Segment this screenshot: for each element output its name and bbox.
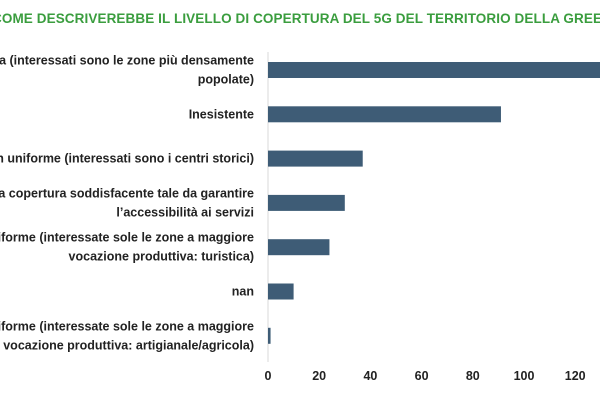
category-label: Non uniforme (interessate sole le zone a… <box>0 319 254 352</box>
category-label: Buona (interessati sono le zone più dens… <box>0 54 254 87</box>
bar <box>268 62 600 78</box>
x-tick-label: 60 <box>415 369 429 383</box>
category-label: Non uniforme (interessate sole le zone a… <box>0 231 254 264</box>
bar <box>268 283 294 300</box>
bar <box>268 327 271 344</box>
category-label: nan <box>232 285 254 299</box>
chart-title: COME DESCRIVEREBBE IL LIVELLO DI COPERTU… <box>0 11 600 26</box>
x-tick-label: 20 <box>312 369 326 383</box>
x-tick-label: 100 <box>514 369 535 383</box>
category-label: Non uniforme (interessati sono i centri … <box>0 152 254 166</box>
bar <box>268 106 501 123</box>
category-label: Buona copertura soddisfacente tale da ga… <box>0 186 254 219</box>
x-tick-label: 80 <box>466 369 480 383</box>
bar <box>268 239 330 256</box>
x-tick-label: 40 <box>363 369 377 383</box>
category-label: Inesistente <box>189 107 254 121</box>
bar <box>268 194 345 211</box>
x-tick-label: 0 <box>265 369 272 383</box>
bar <box>268 150 363 167</box>
x-tick-label: 120 <box>565 369 586 383</box>
